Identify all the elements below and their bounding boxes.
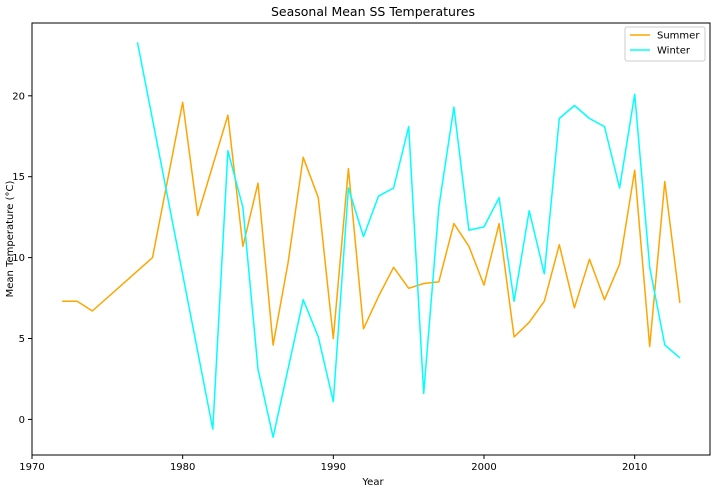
x-tick-label: 1990 — [321, 462, 346, 473]
x-axis-label: Year — [361, 477, 384, 488]
series-layer — [62, 42, 681, 438]
series-line-summer — [62, 101, 681, 348]
legend-label: Summer — [657, 31, 700, 42]
x-tick-label: 1970 — [19, 462, 44, 473]
y-tick-label: 10 — [12, 253, 25, 264]
y-tick-label: 0 — [19, 415, 25, 426]
plot-frame — [31, 22, 711, 456]
chart-title: Seasonal Mean SS Temperatures — [271, 4, 475, 19]
legend-label: Winter — [657, 46, 691, 57]
x-tick-label: 2000 — [471, 462, 496, 473]
series-line-winter — [136, 42, 681, 438]
y-tick-label: 15 — [12, 172, 25, 183]
y-tick-label: 20 — [12, 91, 25, 102]
legend: Summer Winter — [624, 26, 706, 62]
x-tick-label: 2010 — [622, 462, 647, 473]
x-tick-label: 1980 — [170, 462, 195, 473]
y-axis: 0 5 10 15 20 — [12, 91, 32, 426]
y-axis-label: Mean Temperature (°C) — [5, 181, 16, 298]
y-tick-label: 5 — [19, 334, 25, 345]
x-axis: 1970 1980 1990 2000 2010 — [19, 455, 647, 473]
